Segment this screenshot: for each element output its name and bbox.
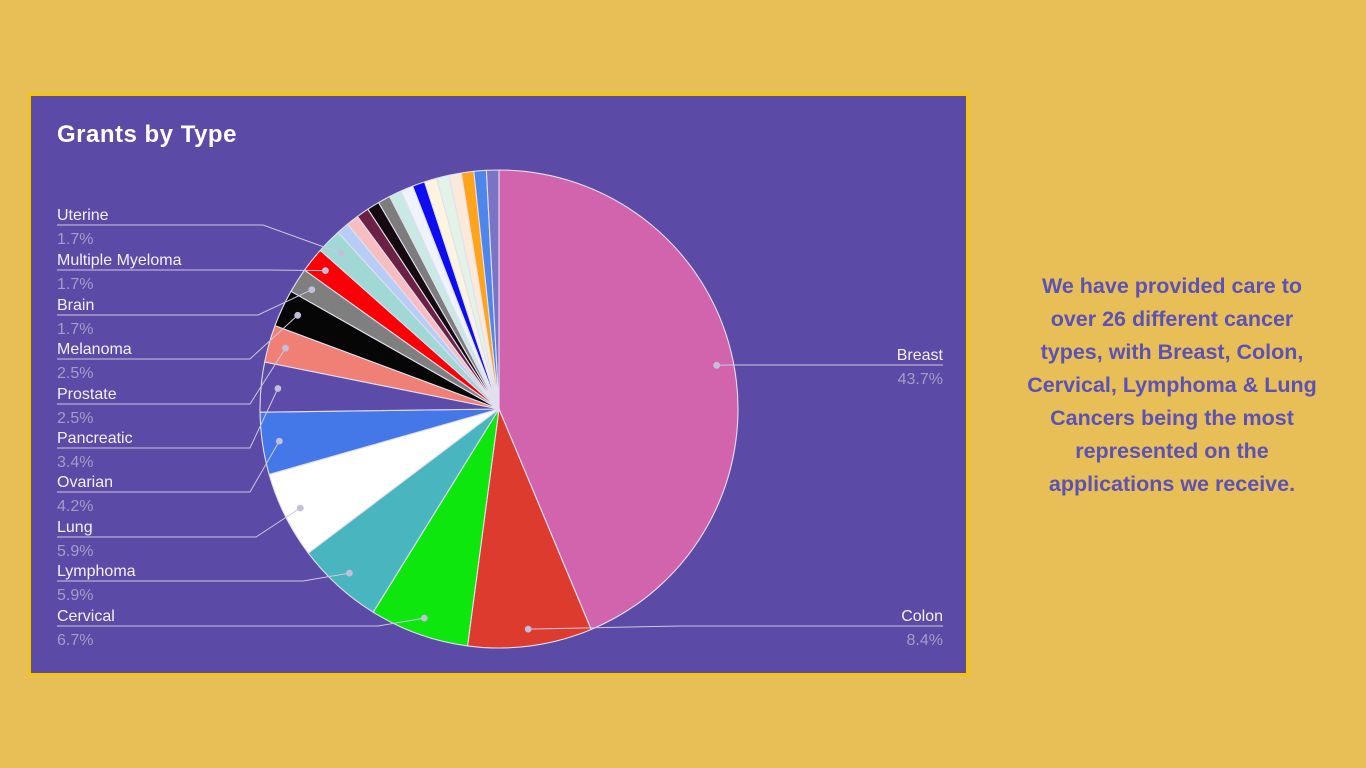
slice-label-pancreatic: Pancreatic xyxy=(57,430,133,447)
pie-slice-breast xyxy=(498,169,739,631)
slice-pct-uterine: 1.7% xyxy=(57,231,93,248)
summary-line: types, with Breast, Colon, xyxy=(1040,340,1304,364)
leader-line-multiple-myeloma xyxy=(57,269,326,272)
leader-dot-melanoma xyxy=(294,311,302,319)
leader-line-melanoma xyxy=(57,314,299,360)
leader-dot-brain xyxy=(308,286,316,294)
summary-line: represented on the xyxy=(1075,439,1269,463)
pie-slice-other xyxy=(485,169,500,410)
slice-pct-pancreatic: 3.4% xyxy=(57,454,93,471)
summary-line: applications we receive. xyxy=(1048,472,1296,496)
slice-label-cervical: Cervical xyxy=(57,608,115,625)
slice-pct-breast: 43.7% xyxy=(898,371,943,388)
slice-label-multiple-myeloma: Multiple Myeloma xyxy=(57,252,182,269)
summary-line: Cancers being the most xyxy=(1050,406,1294,430)
leader-dot-lymphoma xyxy=(346,569,353,577)
leader-line-pancreatic xyxy=(57,388,279,449)
leader-dot-cervical xyxy=(420,614,428,622)
slice-pct-lymphoma: 5.9% xyxy=(57,587,93,604)
slice-pct-lung: 5.9% xyxy=(57,543,93,560)
leader-dot-pancreatic xyxy=(274,385,282,392)
slice-pct-brain: 1.7% xyxy=(57,321,93,338)
slice-label-prostate: Prostate xyxy=(57,386,117,403)
leader-dot-lung xyxy=(296,504,304,512)
slice-label-melanoma: Melanoma xyxy=(57,341,132,358)
leader-line-prostate xyxy=(57,347,286,405)
summary-line: We have provided care to xyxy=(1041,274,1303,298)
slice-label-brain: Brain xyxy=(57,297,94,314)
slice-pct-melanoma: 2.5% xyxy=(57,365,93,382)
slice-label-lung: Lung xyxy=(57,519,93,536)
leader-dot-multiple-myeloma xyxy=(322,267,329,274)
slice-pct-colon: 8.4% xyxy=(907,632,943,649)
slice-label-uterine: Uterine xyxy=(57,207,109,224)
slice-label-ovarian: Ovarian xyxy=(57,474,113,491)
grants-pie-chart: Uterine 1.7% Multiple Myeloma 1.7% Brain 1.7%… xyxy=(57,169,944,649)
leader-dot-prostate xyxy=(282,344,289,352)
slice-pct-multiple-myeloma: 1.7% xyxy=(57,276,93,293)
slice-label-lymphoma: Lymphoma xyxy=(57,563,136,580)
slice-pct-cervical: 6.7% xyxy=(57,632,93,649)
pie-slice-colon xyxy=(466,408,592,649)
leader-line-ovarian xyxy=(57,440,280,493)
leader-line-lung xyxy=(57,507,301,538)
slice-label-breast: Breast xyxy=(897,347,944,364)
leader-dot-breast xyxy=(713,361,721,369)
leader-line-brain xyxy=(57,289,313,316)
leader-line-lymphoma xyxy=(57,572,350,582)
leader-dot-colon xyxy=(524,625,532,633)
leader-line-colon xyxy=(528,625,943,630)
leader-line-cervical xyxy=(57,617,425,627)
summary-text: We have provided care to over 26 differen… xyxy=(1018,270,1326,501)
summary-line: over 26 different cancer xyxy=(1050,307,1294,331)
slice-label-colon: Colon xyxy=(901,608,943,625)
leader-line-uterine xyxy=(57,224,342,254)
chart-panel: Uterine 1.7% Multiple Myeloma 1.7% Brain 1.7%… xyxy=(28,93,969,676)
leader-dot-ovarian xyxy=(275,437,283,445)
chart-title: Grants by Type xyxy=(57,121,237,148)
slice-pct-ovarian: 4.2% xyxy=(57,498,93,515)
leader-dot-uterine xyxy=(337,249,345,257)
slice-pct-prostate: 2.5% xyxy=(57,410,93,427)
summary-line: Cervical, Lymphoma & Lung xyxy=(1027,373,1317,397)
